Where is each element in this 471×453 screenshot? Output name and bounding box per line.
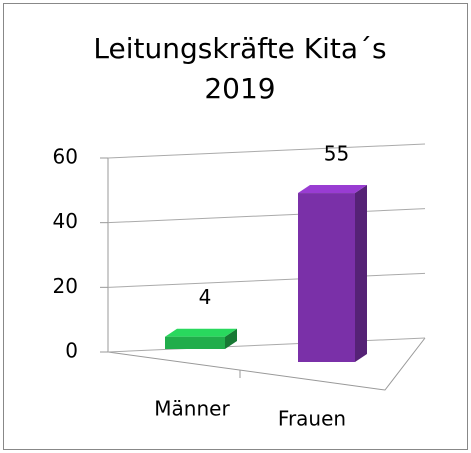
value-label: 55 [324, 142, 349, 166]
bar-side [225, 328, 237, 349]
grid-line [107, 208, 426, 224]
grid-line [107, 272, 426, 288]
y-tick-label: 60 [53, 145, 78, 169]
bar-top [165, 328, 237, 337]
grid-line [107, 337, 426, 353]
x-tick-label: Männer [154, 397, 230, 421]
floor [107, 337, 426, 391]
bar [298, 193, 355, 362]
chart-border [3, 3, 468, 450]
grid-line [107, 143, 426, 159]
value-label: 4 [199, 285, 212, 309]
y-tick-label: 40 [53, 209, 78, 233]
y-tick-label: 20 [53, 274, 78, 298]
x-tick-label: Frauen [278, 407, 346, 431]
bar-top [298, 185, 367, 194]
bar [165, 336, 225, 349]
chart-title: 2019 [204, 72, 275, 105]
chart-title: Leitungskräfte Kita´s [93, 32, 386, 65]
bar-side [355, 185, 367, 362]
y-tick-label: 0 [65, 339, 78, 363]
